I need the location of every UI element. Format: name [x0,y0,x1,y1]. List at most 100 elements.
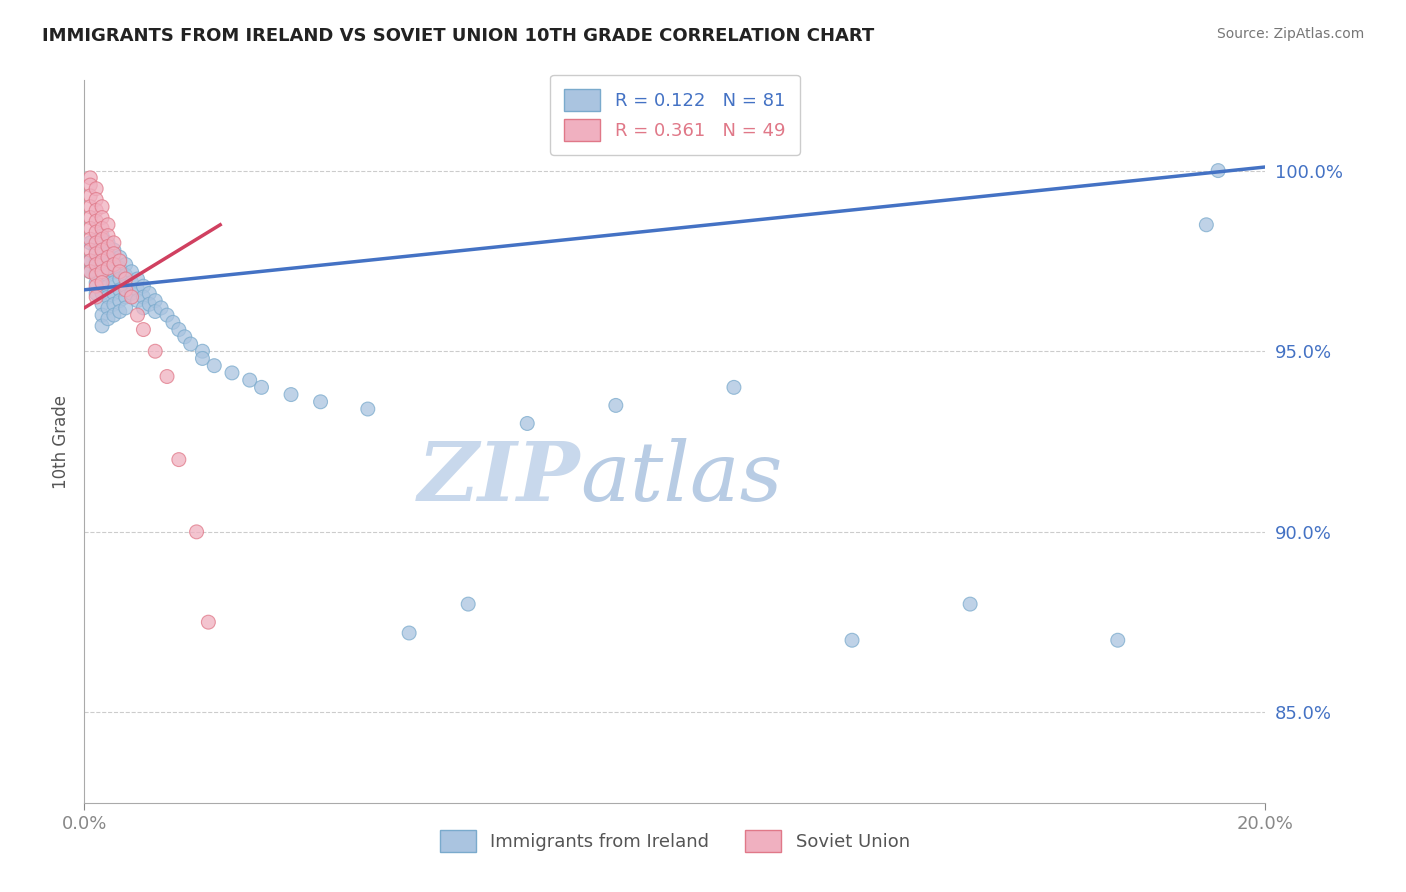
Point [91,200,114,214]
Point [156,308,179,322]
Point [97,268,120,283]
Point [167,452,190,467]
Point [197,615,219,630]
Point [91,243,114,257]
Point [97,261,120,276]
Point [108,253,131,268]
Point [97,279,120,293]
Point [79,200,101,214]
Point [79,253,101,268]
Point [103,308,125,322]
Text: ZIP: ZIP [418,438,581,517]
Point [84,193,107,207]
Point [97,235,120,250]
Point [91,286,114,301]
Point [143,304,166,318]
Point [103,286,125,301]
Point [91,243,114,257]
Point [97,290,120,304]
Text: atlas: atlas [581,438,783,517]
Point [202,359,225,373]
Point [91,265,114,279]
Point [114,272,136,286]
Point [91,232,114,246]
Point [91,308,114,322]
Point [97,218,120,232]
Point [132,301,155,315]
Point [143,344,166,359]
Point [103,243,125,257]
Point [79,178,101,192]
Point [84,268,107,283]
Point [121,286,143,301]
Point [162,315,184,329]
Point [114,268,136,283]
Point [239,373,262,387]
Point [91,253,114,268]
Point [1206,163,1229,178]
Point [103,235,125,250]
Point [156,369,179,384]
Point [91,228,114,243]
Point [84,258,107,272]
Point [150,301,173,315]
Point [84,286,107,301]
Point [79,221,101,235]
Point [91,276,114,290]
Point [97,246,120,260]
Point [91,297,114,311]
Point [108,283,131,297]
Point [84,265,107,279]
Point [132,322,155,336]
Point [191,344,214,359]
Point [143,293,166,308]
Point [84,181,107,195]
Point [91,221,114,235]
Point [221,366,243,380]
Point [1195,218,1218,232]
Point [84,253,107,268]
Point [97,250,120,264]
Point [84,235,107,250]
Point [84,225,107,239]
Point [91,265,114,279]
Point [97,239,120,253]
Point [723,380,745,394]
Point [103,265,125,279]
Point [91,276,114,290]
Point [186,524,208,539]
Point [84,214,107,228]
Text: Source: ZipAtlas.com: Source: ZipAtlas.com [1216,27,1364,41]
Point [108,265,131,279]
Point [84,203,107,218]
Point [114,301,136,315]
Point [114,279,136,293]
Point [79,189,101,203]
Legend: Immigrants from Ireland, Soviet Union: Immigrants from Ireland, Soviet Union [433,822,917,859]
Point [132,279,155,293]
Point [114,290,136,304]
Y-axis label: 10th Grade: 10th Grade [52,394,70,489]
Point [516,417,538,431]
Point [841,633,863,648]
Point [84,276,107,290]
Point [79,265,101,279]
Point [84,279,107,293]
Point [121,265,143,279]
Point [79,235,101,250]
Point [79,170,101,185]
Point [1107,633,1129,648]
Point [103,258,125,272]
Point [91,253,114,268]
Point [79,211,101,225]
Point [605,398,627,412]
Point [114,258,136,272]
Point [127,308,149,322]
Point [79,232,101,246]
Point [357,402,380,417]
Point [138,297,160,311]
Text: IMMIGRANTS FROM IRELAND VS SOVIET UNION 10TH GRADE CORRELATION CHART: IMMIGRANTS FROM IRELAND VS SOVIET UNION … [42,27,875,45]
Point [91,318,114,333]
Point [97,258,120,272]
Point [180,337,202,351]
